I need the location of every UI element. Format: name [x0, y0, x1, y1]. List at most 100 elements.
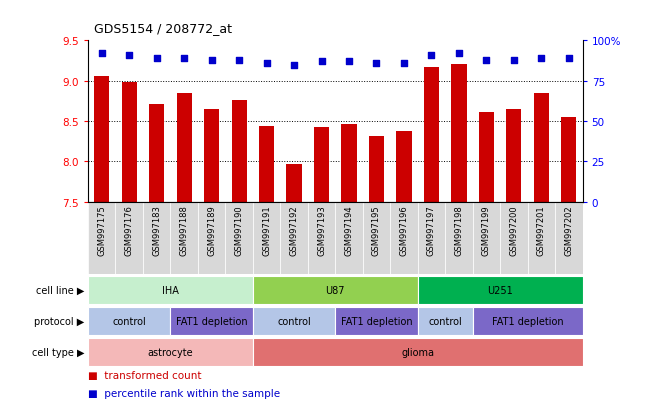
Bar	[335, 307, 418, 335]
Text: GSM997202: GSM997202	[564, 204, 574, 255]
Text: ■  transformed count: ■ transformed count	[88, 370, 201, 380]
Text: GSM997194: GSM997194	[344, 204, 353, 255]
Bar	[506, 110, 521, 202]
Bar	[314, 128, 329, 202]
Text: FAT1 depletion: FAT1 depletion	[340, 316, 412, 326]
Bar	[88, 307, 171, 335]
Point	[96, 51, 107, 57]
Bar	[363, 202, 390, 275]
Text: GSM997176: GSM997176	[124, 204, 133, 255]
Point	[508, 57, 519, 64]
Bar	[94, 77, 109, 202]
Bar	[88, 202, 115, 275]
Bar	[390, 202, 418, 275]
Text: U87: U87	[326, 285, 345, 295]
Point	[179, 56, 189, 62]
Point	[289, 62, 299, 69]
Point	[206, 57, 217, 64]
Text: cell type ▶: cell type ▶	[32, 347, 85, 357]
Bar	[500, 202, 528, 275]
Bar	[176, 94, 191, 202]
Bar	[232, 101, 247, 202]
Point	[454, 51, 464, 57]
Text: GSM997200: GSM997200	[510, 204, 518, 255]
Text: GSM997201: GSM997201	[537, 204, 546, 255]
Point	[481, 57, 492, 64]
Text: GDS5154 / 208772_at: GDS5154 / 208772_at	[94, 22, 232, 35]
Text: GSM997189: GSM997189	[207, 204, 216, 255]
Point	[316, 59, 327, 66]
Text: U251: U251	[488, 285, 513, 295]
Bar	[473, 307, 583, 335]
Text: protocol ▶: protocol ▶	[35, 316, 85, 326]
Bar	[225, 202, 253, 275]
Bar	[418, 276, 583, 304]
Point	[261, 61, 271, 67]
Bar	[445, 202, 473, 275]
Bar	[369, 137, 384, 202]
Bar	[198, 202, 225, 275]
Text: FAT1 depletion: FAT1 depletion	[176, 316, 247, 326]
Bar	[286, 164, 301, 202]
Bar	[88, 276, 253, 304]
Bar	[171, 202, 198, 275]
Bar	[88, 338, 253, 366]
Text: GSM997188: GSM997188	[180, 204, 189, 255]
Bar	[115, 202, 143, 275]
Bar	[528, 202, 555, 275]
Bar	[253, 276, 418, 304]
Bar	[418, 202, 445, 275]
Point	[564, 56, 574, 62]
Text: control: control	[428, 316, 462, 326]
Text: cell line ▶: cell line ▶	[36, 285, 85, 295]
Bar	[479, 113, 494, 202]
Bar	[451, 65, 467, 202]
Bar	[204, 110, 219, 202]
Text: GSM997193: GSM997193	[317, 204, 326, 255]
Bar	[281, 202, 308, 275]
Text: GSM997183: GSM997183	[152, 204, 161, 255]
Point	[399, 61, 409, 67]
Point	[234, 57, 244, 64]
Text: GSM997175: GSM997175	[97, 204, 106, 255]
Point	[371, 61, 381, 67]
Bar	[341, 124, 357, 202]
Text: GSM997191: GSM997191	[262, 204, 271, 255]
Point	[426, 52, 437, 59]
Bar	[308, 202, 335, 275]
Bar	[149, 105, 164, 202]
Bar	[418, 307, 473, 335]
Text: GSM997190: GSM997190	[234, 204, 243, 255]
Point	[344, 59, 354, 66]
Bar	[396, 131, 411, 202]
Text: FAT1 depletion: FAT1 depletion	[492, 316, 564, 326]
Text: GSM997196: GSM997196	[400, 204, 408, 255]
Bar	[171, 307, 253, 335]
Text: glioma: glioma	[401, 347, 434, 357]
Bar	[253, 338, 583, 366]
Text: GSM997198: GSM997198	[454, 204, 464, 255]
Text: astrocyte: astrocyte	[148, 347, 193, 357]
Bar	[335, 202, 363, 275]
Text: control: control	[112, 316, 146, 326]
Text: GSM997192: GSM997192	[290, 204, 299, 255]
Bar	[561, 118, 577, 202]
Text: GSM997197: GSM997197	[427, 204, 436, 255]
Text: ■  percentile rank within the sample: ■ percentile rank within the sample	[88, 388, 280, 398]
Bar	[555, 202, 583, 275]
Bar	[473, 202, 500, 275]
Text: GSM997195: GSM997195	[372, 204, 381, 255]
Point	[124, 52, 134, 59]
Bar	[424, 68, 439, 202]
Bar	[259, 127, 274, 202]
Bar	[253, 307, 335, 335]
Bar	[534, 94, 549, 202]
Point	[536, 56, 547, 62]
Bar	[253, 202, 281, 275]
Text: IHA: IHA	[162, 285, 179, 295]
Bar	[143, 202, 171, 275]
Text: GSM997199: GSM997199	[482, 204, 491, 255]
Bar	[122, 82, 137, 202]
Point	[152, 56, 162, 62]
Text: control: control	[277, 316, 311, 326]
